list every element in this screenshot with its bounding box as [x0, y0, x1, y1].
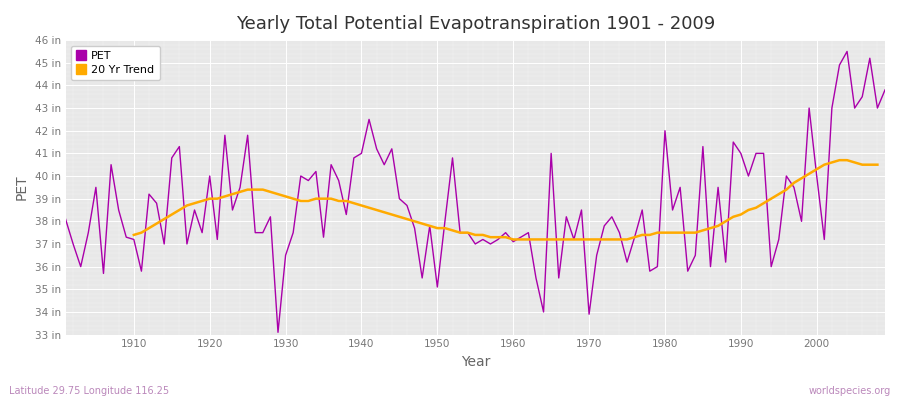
Text: worldspecies.org: worldspecies.org — [809, 386, 891, 396]
Legend: PET, 20 Yr Trend: PET, 20 Yr Trend — [71, 46, 160, 80]
Y-axis label: PET: PET — [15, 174, 29, 200]
X-axis label: Year: Year — [461, 355, 490, 369]
Text: Latitude 29.75 Longitude 116.25: Latitude 29.75 Longitude 116.25 — [9, 386, 169, 396]
Title: Yearly Total Potential Evapotranspiration 1901 - 2009: Yearly Total Potential Evapotranspiratio… — [236, 15, 715, 33]
